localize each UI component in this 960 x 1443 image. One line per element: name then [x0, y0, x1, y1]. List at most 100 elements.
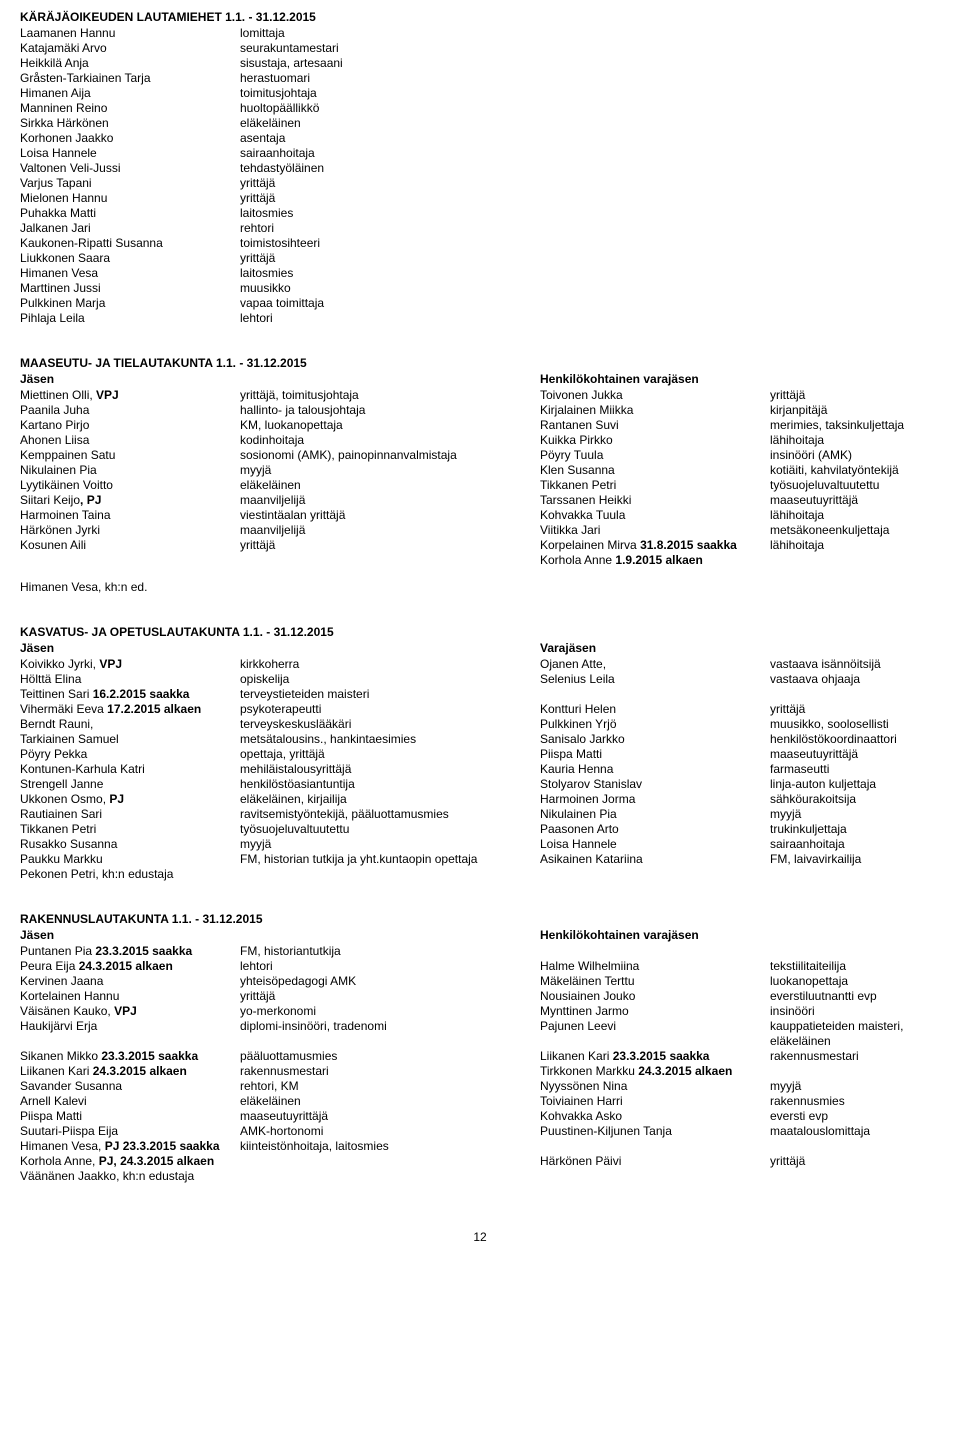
- deputy-name: Pajunen Leevi: [540, 1019, 770, 1049]
- deputy-name: Mäkeläinen Terttu: [540, 974, 770, 989]
- member-title: rehtori: [240, 221, 540, 236]
- member-title: seurakuntamestari: [240, 41, 540, 56]
- deputy-title: työsuojeluvaltuutettu: [770, 478, 940, 493]
- deputy-name: Liikanen Kari 23.3.2015 saakka: [540, 1049, 770, 1064]
- lautamiehet-row: Manninen Reinohuoltopäällikkö: [20, 101, 940, 116]
- member-name: Gråsten-Tarkiainen Tarja: [20, 71, 240, 86]
- member-title: eläkeläinen: [240, 1094, 540, 1109]
- deputy-title: muusikko, soolosellisti: [770, 717, 940, 732]
- member-name: Varjus Tapani: [20, 176, 240, 191]
- member-title: lehtori: [240, 311, 540, 326]
- maaseutu-section: MAASEUTU- JA TIELAUTAKUNTA 1.1. - 31.12.…: [20, 356, 940, 595]
- member-title: diplomi-insinööri, tradenomi: [240, 1019, 540, 1049]
- maaseutu-row: Nikulainen PiamyyjäKlen Susannakotiäiti,…: [20, 463, 940, 478]
- member-name: Berndt Rauni,: [20, 717, 240, 732]
- lautamiehet-row: Himanen Vesalaitosmies: [20, 266, 940, 281]
- member-name: Sirkka Härkönen: [20, 116, 240, 131]
- deputy-title: kauppatieteiden maisteri, eläkeläinen: [770, 1019, 940, 1049]
- member-name: Heikkilä Anja: [20, 56, 240, 71]
- deputy-name: Pöyry Tuula: [540, 448, 770, 463]
- deputy-title: linja-auton kuljettaja: [770, 777, 940, 792]
- deputy-name: [540, 1139, 770, 1154]
- kasvatus-hdr-jasen: Jäsen: [20, 641, 240, 655]
- deputy-title: tekstiilitaiteilija: [770, 959, 940, 974]
- deputy-name: Loisa Hannele: [540, 837, 770, 852]
- member-name: Arnell Kalevi: [20, 1094, 240, 1109]
- member-title: lehtori: [240, 959, 540, 974]
- deputy-title: lähihoitaja: [770, 508, 940, 523]
- rakennus-row: Peura Eija 24.3.2015 alkaenlehtoriHalme …: [20, 959, 940, 974]
- member-title: asentaja: [240, 131, 540, 146]
- maaseutu-row: Ahonen LiisakodinhoitajaKuikka Pirkkoläh…: [20, 433, 940, 448]
- deputy-title: insinööri: [770, 1004, 940, 1019]
- member-name: Rautiainen Sari: [20, 807, 240, 822]
- rakennus-row: Väisänen Kauko, VPJyo-merkonomiMynttinen…: [20, 1004, 940, 1019]
- deputy-name: Rantanen Suvi: [540, 418, 770, 433]
- deputy-title: [770, 1064, 940, 1079]
- member-title: metsätalousins., hankintaesimies: [240, 732, 540, 747]
- member-name: Piispa Matti: [20, 1109, 240, 1124]
- deputy-title: everstiluutnantti evp: [770, 989, 940, 1004]
- lautamiehet-row: Puhakka Mattilaitosmies: [20, 206, 940, 221]
- kasvatus-row: Ukkonen Osmo, PJeläkeläinen, kirjailijaH…: [20, 792, 940, 807]
- deputy-title: eversti evp: [770, 1109, 940, 1124]
- kasvatus-row: Berndt Rauni,terveyskeskuslääkäriPulkkin…: [20, 717, 940, 732]
- page-number: 12: [0, 1230, 960, 1244]
- member-name: Kaukonen-Ripatti Susanna: [20, 236, 240, 251]
- kasvatus-row: Hölttä ElinaopiskelijaSelenius Leilavast…: [20, 672, 940, 687]
- member-name: Rusakko Susanna: [20, 837, 240, 852]
- rakennus-row: Savander Susannarehtori, KMNyyssönen Nin…: [20, 1079, 940, 1094]
- lautamiehet-row: Mielonen Hannuyrittäjä: [20, 191, 940, 206]
- deputy-title: FM, laivavirkailija: [770, 852, 940, 867]
- member-name: Paukku Markku: [20, 852, 240, 867]
- maaseutu-footer: Himanen Vesa, kh:n ed.: [20, 580, 240, 595]
- maaseutu-row: Korhola Anne 1.9.2015 alkaen: [20, 553, 940, 568]
- member-title: myyjä: [240, 463, 540, 478]
- deputy-name: Selenius Leila: [540, 672, 770, 687]
- member-name: Marttinen Jussi: [20, 281, 240, 296]
- member-name: Peura Eija 24.3.2015 alkaen: [20, 959, 240, 974]
- member-title: ravitsemistyöntekijä, pääluottamusmies: [240, 807, 540, 822]
- member-title: [240, 553, 540, 568]
- deputy-title: trukinkuljettaja: [770, 822, 940, 837]
- member-name: Väisänen Kauko, VPJ: [20, 1004, 240, 1019]
- deputy-name: Mynttinen Jarmo: [540, 1004, 770, 1019]
- lautamiehet-row: Pihlaja Leilalehtori: [20, 311, 940, 326]
- rakennus-hdr-jasen: Jäsen: [20, 928, 240, 942]
- deputy-title: lähihoitaja: [770, 538, 940, 553]
- deputy-name: Puustinen-Kiljunen Tanja: [540, 1124, 770, 1139]
- member-name: Vihermäki Eeva 17.2.2015 alkaen: [20, 702, 240, 717]
- member-name: Kervinen Jaana: [20, 974, 240, 989]
- deputy-title: vastaava isännöitsijä: [770, 657, 940, 672]
- member-title: tehdastyöläinen: [240, 161, 540, 176]
- member-name: Pulkkinen Marja: [20, 296, 240, 311]
- member-name: Kemppainen Satu: [20, 448, 240, 463]
- maaseutu-row: Lyytikäinen VoittoeläkeläinenTikkanen Pe…: [20, 478, 940, 493]
- deputy-name: Toiviainen Harri: [540, 1094, 770, 1109]
- deputy-title: kirjanpitäjä: [770, 403, 940, 418]
- maaseutu-row: Paanila Juhahallinto- ja talousjohtajaKi…: [20, 403, 940, 418]
- deputy-name: Nousiainen Jouko: [540, 989, 770, 1004]
- member-name: Jalkanen Jari: [20, 221, 240, 236]
- member-name: [20, 553, 240, 568]
- member-title: myyjä: [240, 837, 540, 852]
- deputy-name: Tarssanen Heikki: [540, 493, 770, 508]
- deputy-title: [770, 1139, 940, 1154]
- deputy-title: sairaanhoitaja: [770, 837, 940, 852]
- member-title: toimitusjohtaja: [240, 86, 540, 101]
- deputy-name: Kauria Henna: [540, 762, 770, 777]
- member-title: maaseutuyrittäjä: [240, 1109, 540, 1124]
- member-name: Loisa Hannele: [20, 146, 240, 161]
- lautamiehet-row: Loisa Hannelesairaanhoitaja: [20, 146, 940, 161]
- member-name: Korhola Anne, PJ, 24.3.2015 alkaen: [20, 1154, 240, 1169]
- deputy-name: Kirjalainen Miikka: [540, 403, 770, 418]
- deputy-name: Korpelainen Mirva 31.8.2015 saakka: [540, 538, 770, 553]
- member-name: Liukkonen Saara: [20, 251, 240, 266]
- deputy-title: lähihoitaja: [770, 433, 940, 448]
- kasvatus-row: Paukku MarkkuFM, historian tutkija ja yh…: [20, 852, 940, 867]
- member-name: Mielonen Hannu: [20, 191, 240, 206]
- deputy-name: Piispa Matti: [540, 747, 770, 762]
- kasvatus-row: Tikkanen PetrityösuojeluvaltuutettuPaaso…: [20, 822, 940, 837]
- member-title: terveystieteiden maisteri: [240, 687, 540, 702]
- rakennus-section: RAKENNUSLAUTAKUNTA 1.1. - 31.12.2015 Jäs…: [20, 912, 940, 1184]
